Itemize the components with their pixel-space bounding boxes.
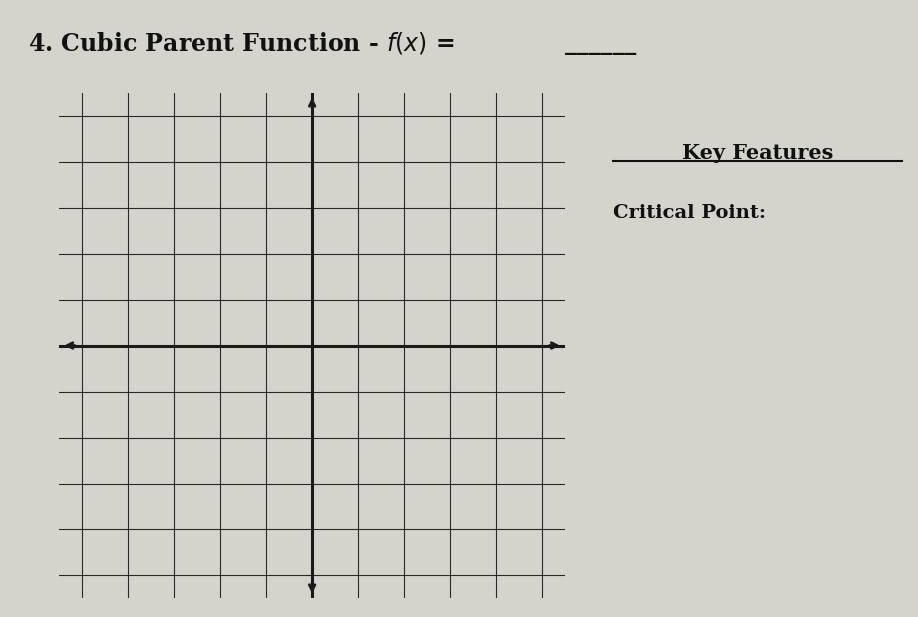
Text: ______: ______ (565, 31, 636, 55)
Text: 4. Cubic Parent Function - $f(x)$ =: 4. Cubic Parent Function - $f(x)$ = (28, 30, 457, 56)
Text: Key Features: Key Features (682, 143, 833, 163)
Text: Critical Point:: Critical Point: (613, 204, 766, 222)
